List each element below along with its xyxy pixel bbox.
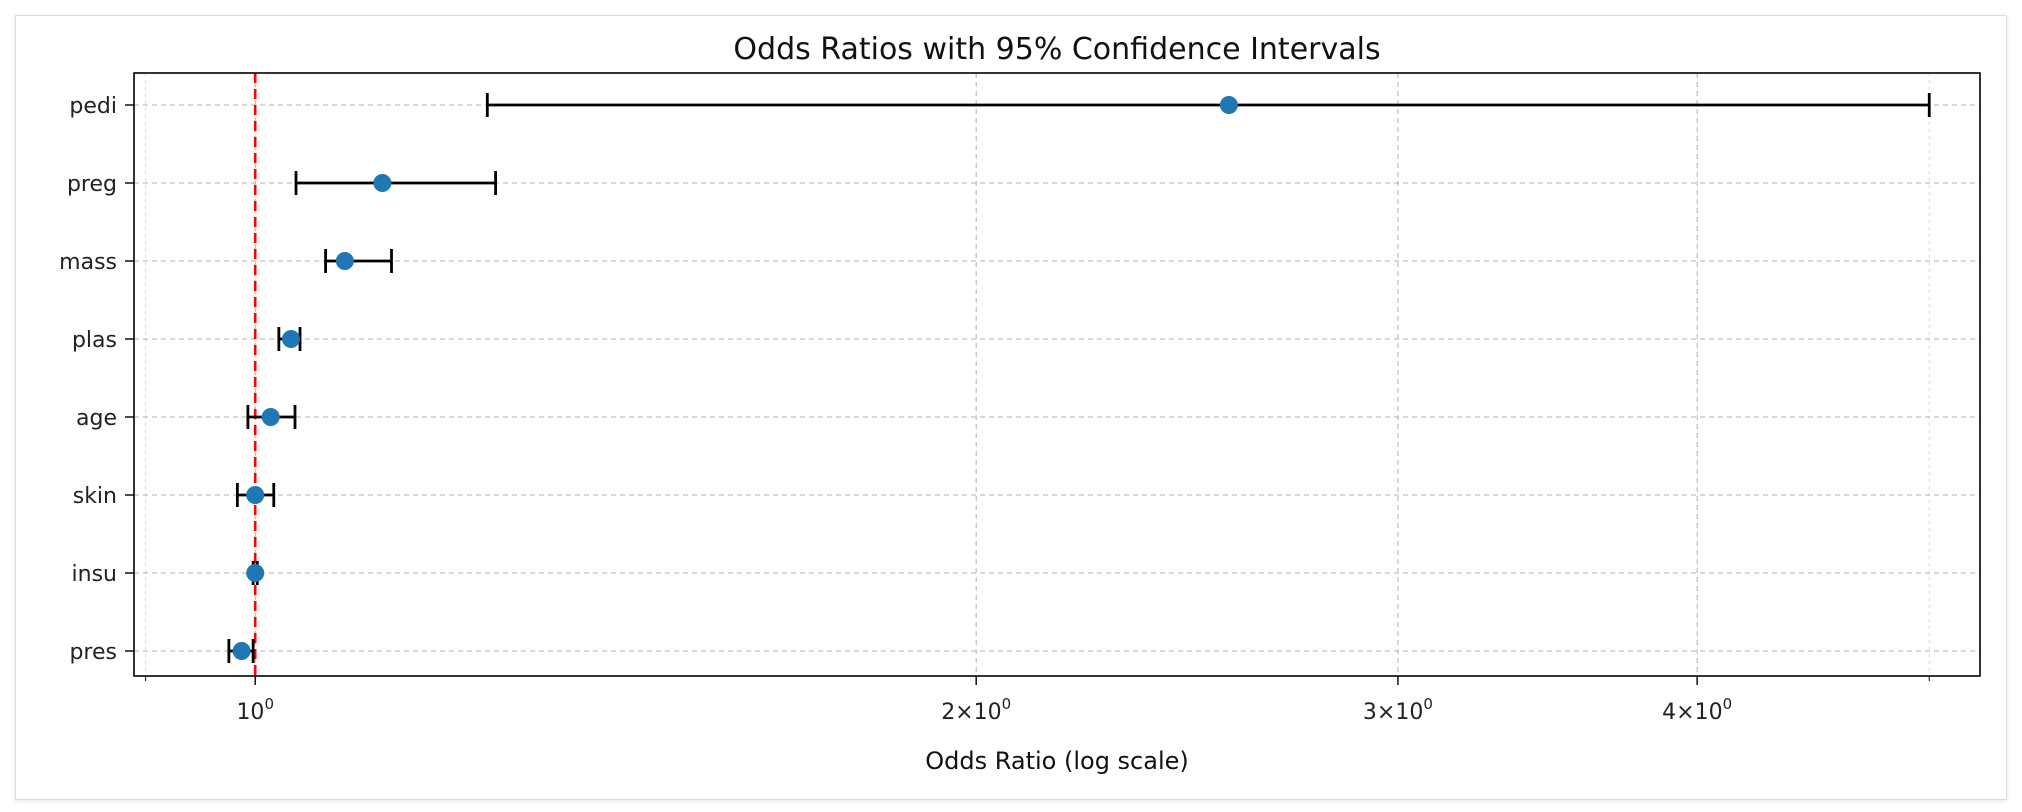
x-tick-label: 100 <box>236 695 274 725</box>
point-mass <box>335 252 354 270</box>
point-pres <box>232 642 251 660</box>
point-preg <box>373 174 392 192</box>
point-pedi <box>1219 96 1238 114</box>
x-axis-ticks: 100 2×100 3×100 4×100 <box>145 676 1930 725</box>
points-layer <box>232 96 1238 660</box>
point-plas <box>281 330 300 348</box>
y-axis-ticks: pedi preg mass plas age skin insu pres <box>59 94 134 665</box>
y-tick-label-pedi: pedi <box>69 94 117 119</box>
point-age <box>261 408 280 426</box>
x-tick-label: 3×100 <box>1363 695 1433 725</box>
y-tick-label-plas: plas <box>72 328 117 353</box>
point-skin <box>246 486 265 504</box>
y-tick-label-insu: insu <box>72 562 117 587</box>
plot-area-frame <box>133 72 1981 677</box>
figure-card <box>15 15 2007 800</box>
errorbar-layer <box>227 93 1931 663</box>
x-tick-label: 2×100 <box>941 695 1011 725</box>
y-tick-label-skin: skin <box>73 484 117 509</box>
chart-title: Odds Ratios with 95% Confidence Interval… <box>733 32 1380 67</box>
grid <box>134 73 1980 676</box>
x-tick-label: 4×100 <box>1662 695 1732 725</box>
y-tick-label-pres: pres <box>69 640 117 665</box>
y-tick-label-age: age <box>76 406 117 431</box>
y-tick-label-mass: mass <box>59 250 117 275</box>
x-axis-label: Odds Ratio (log scale) <box>925 747 1189 775</box>
point-insu <box>246 564 265 582</box>
y-tick-label-preg: preg <box>67 172 117 197</box>
